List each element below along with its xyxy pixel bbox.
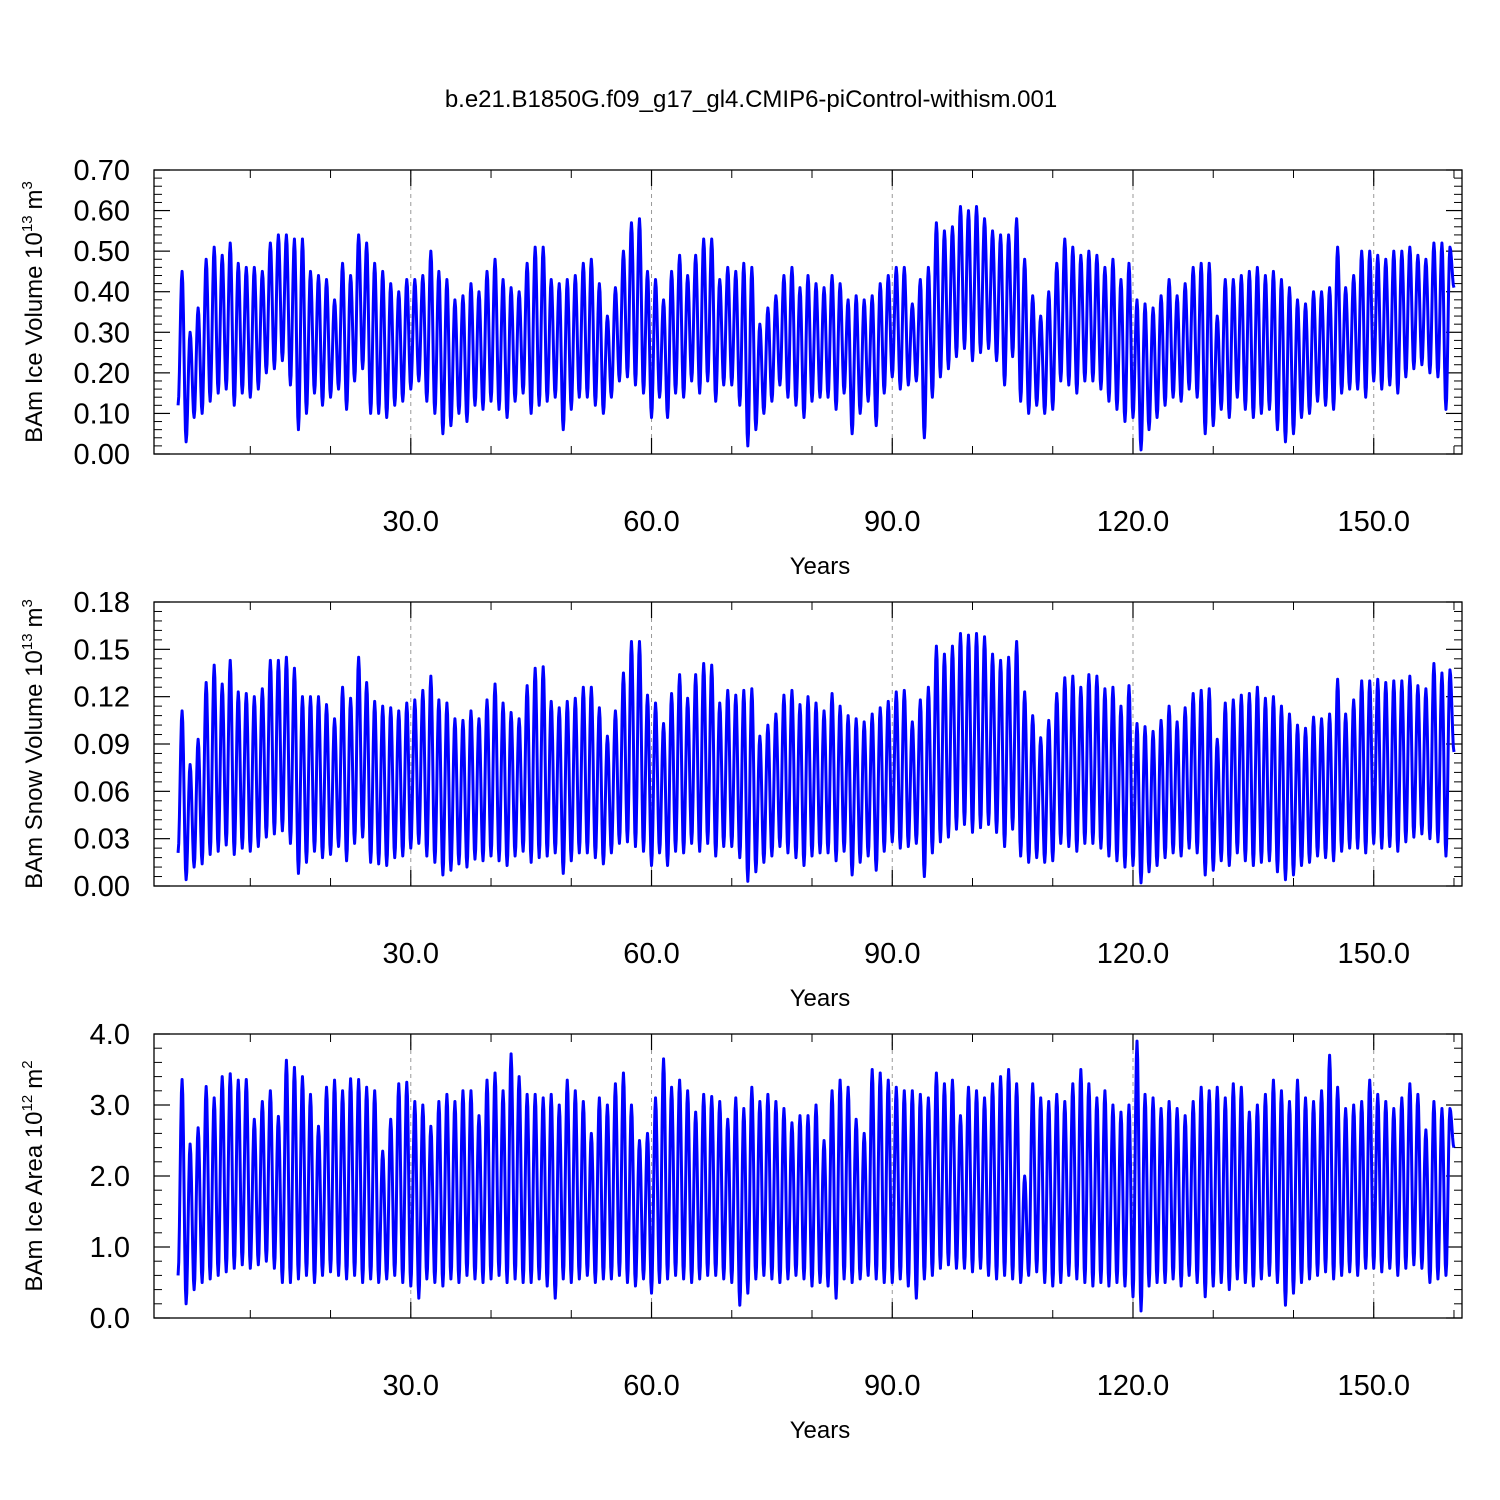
y-tick-label: 0.30 [74, 317, 130, 349]
y-tick-label: 0.0 [90, 1303, 130, 1335]
y-tick-label: 0.00 [74, 439, 130, 471]
y-tick-label: 0.12 [74, 682, 130, 714]
y-tick-label: 0.10 [74, 398, 130, 430]
x-axis-label: Years [790, 553, 851, 580]
y-axis-label-unit-exponent: 2 [19, 1060, 36, 1068]
y-tick-label: 2.0 [90, 1161, 130, 1193]
x-tick-label: 90.0 [864, 506, 920, 538]
y-tick-label: 0.03 [74, 824, 130, 856]
x-tick-label: 60.0 [623, 938, 679, 970]
plot-frame [153, 601, 1463, 887]
y-tick-label: 0.50 [74, 236, 130, 268]
plot-frame [153, 169, 1463, 455]
x-tick-label: 150.0 [1337, 938, 1410, 970]
y-axis-label-unit: m [21, 189, 48, 209]
x-tick-label: 120.0 [1097, 506, 1170, 538]
snow-volume-series-line [176, 632, 1456, 885]
x-tick-label: 120.0 [1097, 938, 1170, 970]
x-tick-label: 90.0 [864, 1370, 920, 1402]
x-axis-label: Years [790, 1417, 851, 1444]
chart-title: b.e21.B1850G.f09_g17_gl4.CMIP6-piControl… [445, 86, 1057, 113]
y-tick-label: 0.15 [74, 634, 130, 666]
y-tick-label: 0.00 [74, 871, 130, 903]
y-tick-label: 0.06 [74, 776, 130, 808]
y-axis-label-text: BAm Snow Volume 10 [21, 650, 48, 889]
y-tick-label: 0.18 [74, 587, 130, 619]
x-tick-label: 30.0 [383, 506, 439, 538]
y-axis-label-text: BAm Ice Volume 10 [21, 232, 48, 443]
y-tick-label: 3.0 [90, 1090, 130, 1122]
ice-area-panel: 30.0 60.0 90.0 120.0 150.0 0.0 1.0 2.0 3.0 4.0 Yea… [19, 1019, 1463, 1444]
plot-frame [153, 1033, 1463, 1319]
ice-volume-panel: 30.0 60.0 90.0 120.0 150.0 0.00 0.10 0.20 0.30 0.… [19, 155, 1463, 580]
y-axis-label-exponent: 12 [19, 1095, 36, 1112]
y-axis-label-exponent: 13 [19, 633, 36, 650]
panels: 30.0 60.0 90.0 120.0 150.00.000.100.200.300.… [19, 155, 1463, 1444]
y-axis-label: BAm Snow Volume 1013 m3 [19, 599, 48, 889]
y-axis-label-unit-exponent: 3 [19, 181, 36, 189]
x-tick-label: 150.0 [1337, 1370, 1410, 1402]
y-tick-label: 0.60 [74, 196, 130, 228]
y-axis-label-unit: m [21, 607, 48, 627]
y-tick-label: 1.0 [90, 1232, 130, 1264]
x-tick-label: 90.0 [864, 938, 920, 970]
x-tick-label: 30.0 [383, 1370, 439, 1402]
x-tick-label: 30.0 [383, 938, 439, 970]
y-axis-label: BAm Ice Volume 1013 m3 [19, 181, 48, 443]
y-tick-label: 0.09 [74, 729, 130, 761]
y-axis-label-unit-exponent: 3 [19, 599, 36, 607]
ice-volume-series-line [176, 205, 1456, 452]
y-axis-label-text: BAm Ice Area 10 [21, 1111, 48, 1291]
y-tick-label: 0.40 [74, 277, 130, 309]
y-axis-label-exponent: 13 [19, 215, 36, 232]
y-axis-label: BAm Ice Area 1012 m2 [19, 1060, 48, 1291]
y-tick-label: 4.0 [90, 1019, 130, 1051]
y-tick-label: 0.70 [74, 155, 130, 187]
snow-volume-panel: 30.0 60.0 90.0 120.0 150.0 0.00 0.03 0.06 0.09 0.… [19, 587, 1463, 1012]
ice-area-series-line [176, 1039, 1456, 1313]
x-axis-label: Years [790, 985, 851, 1012]
x-tick-label: 120.0 [1097, 1370, 1170, 1402]
y-tick-label: 0.20 [74, 358, 130, 390]
x-tick-label: 60.0 [623, 1370, 679, 1402]
x-tick-label: 60.0 [623, 506, 679, 538]
x-tick-label: 150.0 [1337, 506, 1410, 538]
y-axis-label-unit: m [21, 1069, 48, 1089]
